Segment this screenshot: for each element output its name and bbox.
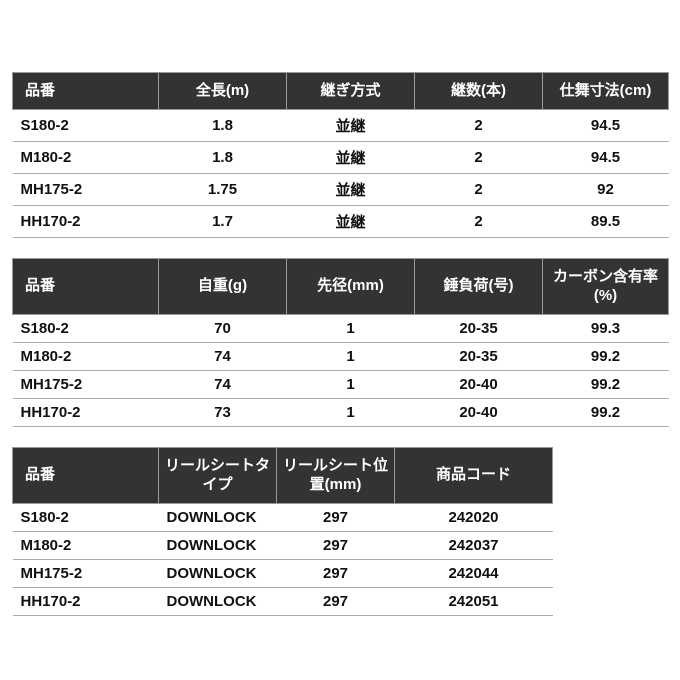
spec-table-3-cell: 297 [277, 503, 395, 531]
spec-table-2-cell: M180-2 [13, 342, 159, 370]
table-row: S180-21.8並継294.5 [13, 109, 669, 141]
spec-table-1-cell: S180-2 [13, 109, 159, 141]
spec-table-1-cell: HH170-2 [13, 205, 159, 237]
spec-table-1-cell: 並継 [287, 205, 415, 237]
spec-table-1-cell: 2 [415, 205, 543, 237]
spec-table-2-header-4: カーボン含有率(%) [543, 258, 669, 314]
spec-table-2-header-3: 錘負荷(号) [415, 258, 543, 314]
table-row: HH170-273120-4099.2 [13, 398, 669, 426]
spec-table-1-cell: M180-2 [13, 141, 159, 173]
table-row: M180-21.8並継294.5 [13, 141, 669, 173]
spec-table-1-cell: 1.7 [159, 205, 287, 237]
spec-table-3: 品番リールシートタイプリールシート位置(mm)商品コードS180-2DOWNLO… [12, 447, 553, 616]
spec-table-2-cell: 1 [287, 342, 415, 370]
spec-table-2-cell: 74 [159, 370, 287, 398]
spec-table-2-cell: 73 [159, 398, 287, 426]
spec-table-2-cell: 20-40 [415, 370, 543, 398]
spec-table-1-cell: 94.5 [543, 141, 669, 173]
spec-table-2-cell: 20-35 [415, 342, 543, 370]
spec-table-2-cell: HH170-2 [13, 398, 159, 426]
spec-table-2-cell: 1 [287, 398, 415, 426]
spec-table-2: 品番自重(g)先径(mm)錘負荷(号)カーボン含有率(%)S180-270120… [12, 258, 669, 427]
spec-table-1-cell: 1.75 [159, 173, 287, 205]
spec-table-2-cell: 99.2 [543, 342, 669, 370]
spec-table-2-cell: MH175-2 [13, 370, 159, 398]
spec-table-1-header-3: 継数(本) [415, 73, 543, 110]
table-row: S180-270120-3599.3 [13, 314, 669, 342]
spec-table-3-cell: 242037 [395, 531, 553, 559]
table-row: HH170-21.7並継289.5 [13, 205, 669, 237]
spec-table-3-cell: DOWNLOCK [159, 503, 277, 531]
table-row: MH175-274120-4099.2 [13, 370, 669, 398]
table3-mount: 品番リールシートタイプリールシート位置(mm)商品コードS180-2DOWNLO… [12, 447, 668, 616]
spec-table-1-cell: 並継 [287, 173, 415, 205]
spec-table-3-cell: MH175-2 [13, 559, 159, 587]
spec-table-3-header-2: リールシート位置(mm) [277, 447, 395, 503]
spec-table-2-cell: 20-40 [415, 398, 543, 426]
spec-table-3-cell: 297 [277, 559, 395, 587]
spec-table-3-cell: 297 [277, 531, 395, 559]
spec-table-1-cell: 2 [415, 173, 543, 205]
spec-table-2-header-1: 自重(g) [159, 258, 287, 314]
spec-table-3-header-1: リールシートタイプ [159, 447, 277, 503]
spec-table-2-cell: 1 [287, 370, 415, 398]
spec-table-2-header-0: 品番 [13, 258, 159, 314]
spec-table-2-cell: 1 [287, 314, 415, 342]
spec-table-2-cell: 70 [159, 314, 287, 342]
spec-table-1-cell: 89.5 [543, 205, 669, 237]
table-row: HH170-2DOWNLOCK297242051 [13, 587, 553, 615]
table-row: S180-2DOWNLOCK297242020 [13, 503, 553, 531]
spec-table-1-cell: 並継 [287, 109, 415, 141]
table-row: M180-2DOWNLOCK297242037 [13, 531, 553, 559]
spec-table-2-cell: 99.2 [543, 370, 669, 398]
spec-table-1-header-2: 継ぎ方式 [287, 73, 415, 110]
spec-table-3-cell: 242044 [395, 559, 553, 587]
spec-table-3-cell: DOWNLOCK [159, 587, 277, 615]
spec-table-1-cell: 2 [415, 141, 543, 173]
spec-table-2-cell: 99.3 [543, 314, 669, 342]
spec-table-2-cell: 99.2 [543, 398, 669, 426]
spec-table-1-cell: 94.5 [543, 109, 669, 141]
spec-table-1-header-0: 品番 [13, 73, 159, 110]
spec-table-3-cell: S180-2 [13, 503, 159, 531]
table-row: MH175-21.75並継292 [13, 173, 669, 205]
spec-table-1-cell: 2 [415, 109, 543, 141]
spec-table-3-cell: DOWNLOCK [159, 559, 277, 587]
spec-table-3-header-0: 品番 [13, 447, 159, 503]
table-row: M180-274120-3599.2 [13, 342, 669, 370]
spec-table-1-cell: 1.8 [159, 109, 287, 141]
spec-table-1-cell: 1.8 [159, 141, 287, 173]
spec-table-3-cell: DOWNLOCK [159, 531, 277, 559]
table1-mount: 品番全長(m)継ぎ方式継数(本)仕舞寸法(cm)S180-21.8並継294.5… [12, 72, 668, 238]
spec-table-1-cell: 92 [543, 173, 669, 205]
spec-table-1-cell: MH175-2 [13, 173, 159, 205]
spec-table-3-cell: 242051 [395, 587, 553, 615]
table2-mount: 品番自重(g)先径(mm)錘負荷(号)カーボン含有率(%)S180-270120… [12, 258, 668, 427]
spec-table-2-cell: 74 [159, 342, 287, 370]
spec-table-2-cell: S180-2 [13, 314, 159, 342]
spec-table-2-cell: 20-35 [415, 314, 543, 342]
spec-table-3-cell: M180-2 [13, 531, 159, 559]
spec-table-1-cell: 並継 [287, 141, 415, 173]
spec-table-1-header-4: 仕舞寸法(cm) [543, 73, 669, 110]
spec-table-3-cell: HH170-2 [13, 587, 159, 615]
spec-table-1-header-1: 全長(m) [159, 73, 287, 110]
spec-table-3-header-3: 商品コード [395, 447, 553, 503]
spec-table-3-cell: 242020 [395, 503, 553, 531]
spec-table-2-header-2: 先径(mm) [287, 258, 415, 314]
table-row: MH175-2DOWNLOCK297242044 [13, 559, 553, 587]
spec-table-1: 品番全長(m)継ぎ方式継数(本)仕舞寸法(cm)S180-21.8並継294.5… [12, 72, 669, 238]
spec-table-3-cell: 297 [277, 587, 395, 615]
tables-container: 品番全長(m)継ぎ方式継数(本)仕舞寸法(cm)S180-21.8並継294.5… [12, 12, 668, 616]
